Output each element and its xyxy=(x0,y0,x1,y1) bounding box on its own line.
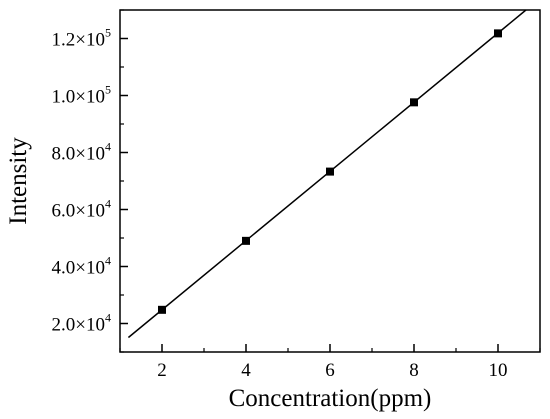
y-tick-mantissa: 2.0 xyxy=(52,315,76,336)
y-tick-mantissa: 1.2 xyxy=(52,30,76,51)
y-tick-label: 2.0×104 xyxy=(52,311,111,336)
y-tick-exponent: 5 xyxy=(105,83,111,97)
y-tick-mantissa: 1.0 xyxy=(52,87,76,108)
x-tick-label: 4 xyxy=(241,360,251,381)
x-axis-ticks: 2 4 6 8 10 xyxy=(119,344,541,381)
y-tick-mantissa: 4.0 xyxy=(52,258,76,279)
y-tick-exponent: 4 xyxy=(105,254,111,268)
y-tick-label: 1.2×105 xyxy=(52,26,111,51)
data-point xyxy=(242,236,250,245)
plot-frame xyxy=(119,9,541,353)
y-axis-title: Intensity xyxy=(5,137,32,225)
x-tick-label: 8 xyxy=(409,360,419,381)
data-point xyxy=(410,98,418,107)
y-tick-exponent: 4 xyxy=(105,311,111,325)
y-tick-mantissa: 8.0 xyxy=(52,144,76,165)
x-axis-title: Concentration(ppm) xyxy=(229,385,432,412)
data-point xyxy=(326,167,334,176)
y-tick-label: 6.0×104 xyxy=(52,197,111,222)
y-tick-label: 4.0×104 xyxy=(52,254,111,279)
x-tick-label: 10 xyxy=(489,360,508,381)
y-tick-exponent: 5 xyxy=(105,26,111,40)
y-tick-label: 8.0×104 xyxy=(52,140,111,165)
y-tick-exponent: 4 xyxy=(105,140,111,154)
x-tick-label: 6 xyxy=(325,360,335,381)
y-tick-mantissa: 6.0 xyxy=(52,201,76,222)
data-points xyxy=(158,29,502,314)
data-point xyxy=(158,305,166,314)
data-point xyxy=(494,29,502,38)
y-tick-label: 1.0×105 xyxy=(52,83,111,108)
y-tick-exponent: 4 xyxy=(105,197,111,211)
x-tick-label: 2 xyxy=(157,360,167,381)
y-axis-ticks: 2.0×104 4.0×104 6.0×104 8.0×104 1.0×105 1.2×1… xyxy=(52,9,128,353)
